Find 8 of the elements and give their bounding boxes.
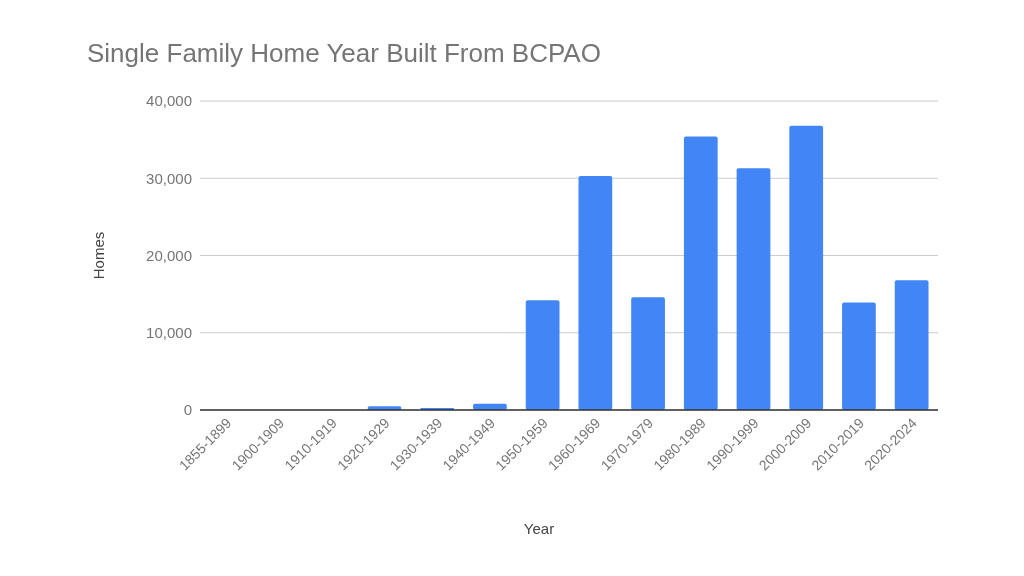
y-tick-label: 10,000	[146, 324, 192, 341]
y-axis-title: Homes	[90, 231, 107, 280]
y-tick-label: 20,000	[146, 246, 192, 264]
y-tick-label: 40,000	[146, 92, 192, 110]
y-tick-label: 0	[183, 401, 192, 419]
y-tick-label: 30,000	[146, 169, 192, 187]
chart-title: Single Family Home Year Built From BCPAO	[87, 38, 601, 68]
x-axis-title: Year	[523, 520, 555, 537]
